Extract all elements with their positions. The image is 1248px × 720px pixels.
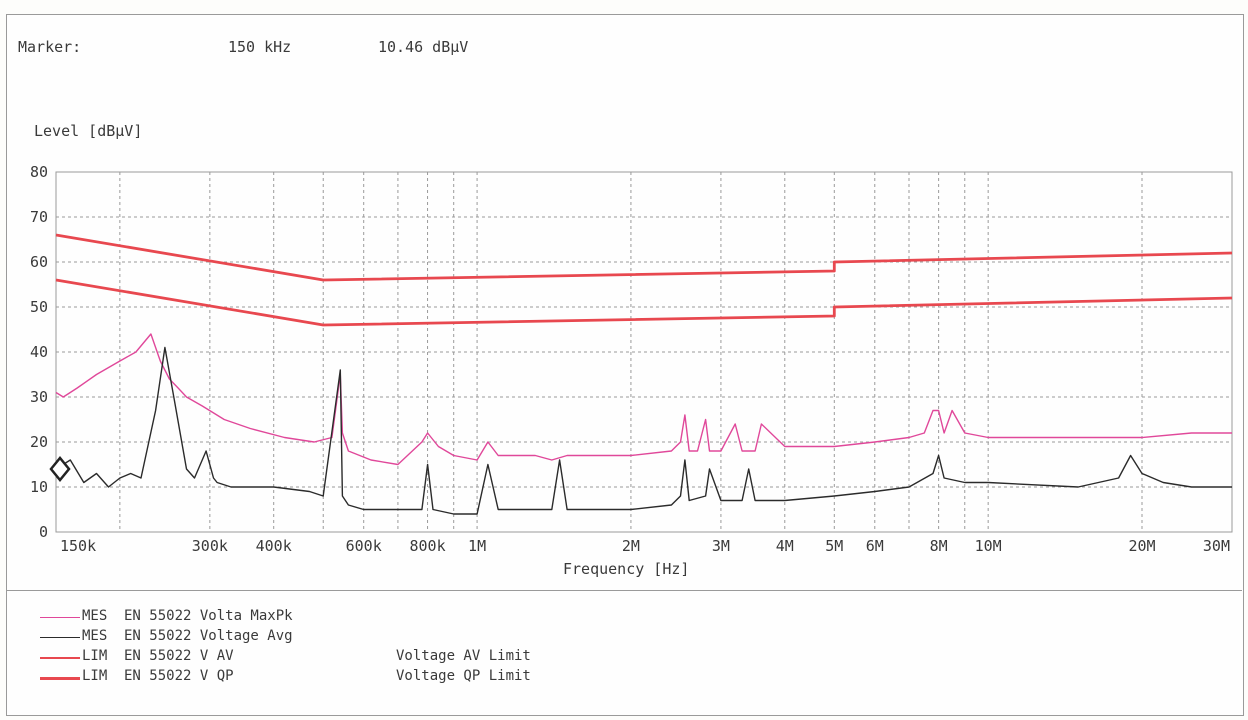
report-frame [6,14,1244,716]
y-tick-label: 30 [30,388,48,406]
y-tick-label: 0 [39,523,48,541]
legend-type: LIM [82,648,108,664]
legend-desc: Voltage AV Limit [396,648,531,664]
x-tick-label: 20M [1128,537,1155,555]
legend-swatch-avg [40,637,80,638]
y-tick-label: 20 [30,433,48,451]
x-tick-label: 400k [256,537,292,555]
marker-frequency: 150 kHz [228,38,292,56]
x-tick-label: 800k [409,537,445,555]
legend-type: MES [82,608,108,624]
legend-separator [6,590,1242,591]
marker-level: 10.46 dBµV [378,38,469,56]
maxpk-trace [55,333,1232,466]
y-tick-label: 10 [30,478,48,496]
x-tick-label: 6M [866,537,884,555]
avg-trace [55,346,1232,515]
legend-swatch-maxpk [40,617,80,618]
x-tick-label: 1M [468,537,486,555]
x-tick-label: 2M [622,537,640,555]
legend-type: LIM [82,668,108,684]
legend-type: MES [82,628,108,644]
qp-limit-line [55,233,1233,282]
x-tick-label: 10M [975,537,1002,555]
av-limit-line [55,278,1233,327]
x-tick-label: 8M [930,537,948,555]
y-tick-label: 70 [30,208,48,226]
x-tick-label: 150k [60,537,96,555]
x-tick-label: 5M [825,537,843,555]
legend-swatch-av-limit [40,657,80,659]
y-tick-label: 40 [30,343,48,361]
legend-desc: Voltage QP Limit [396,668,531,684]
x-tick-label: 600k [346,537,382,555]
x-tick-label: 300k [192,537,228,555]
x-tick-label: 4M [776,537,794,555]
y-tick-label: 60 [30,253,48,271]
y-tick-label: 80 [30,163,48,181]
x-tick-label: 30M [1203,537,1230,555]
marker-diamond-icon [49,456,71,482]
x-axis-label: Frequency [Hz] [563,560,690,578]
legend-name: EN 55022 V QP [124,668,234,684]
x-tick-label: 3M [712,537,730,555]
legend-swatch-qp-limit [40,677,80,680]
y-axis-label: Level [dBµV] [34,122,143,140]
marker-label: Marker: [18,38,82,56]
legend-name: EN 55022 Volta MaxPk [124,608,293,624]
legend-name: EN 55022 Voltage Avg [124,628,293,644]
y-tick-label: 50 [30,298,48,316]
legend-name: EN 55022 V AV [124,648,234,664]
